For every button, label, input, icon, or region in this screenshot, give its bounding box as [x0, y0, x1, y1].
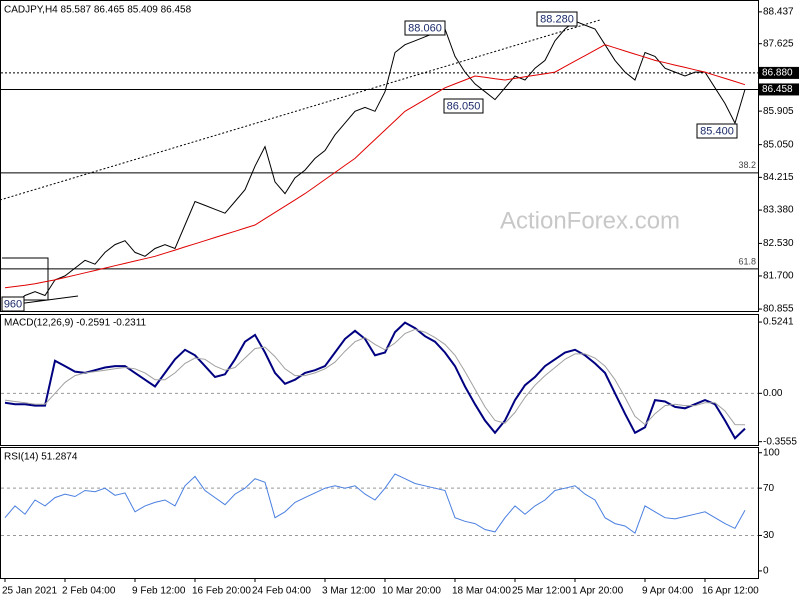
x-tick-label: 1 Apr 20:00	[572, 586, 624, 597]
x-tick-label: 24 Feb 04:00	[252, 586, 311, 597]
y-tick-label: 82.530	[763, 238, 794, 249]
annotation: 88.280	[540, 13, 574, 25]
y-tick-label: 80.855	[763, 304, 794, 315]
y-tick-label: 0.5241	[763, 317, 794, 328]
annotation: 85.400	[700, 125, 734, 137]
series-line	[4, 473, 746, 534]
price-panel	[0, 0, 759, 312]
annotation-box	[536, 11, 578, 27]
y-tick-label: 81.700	[763, 271, 794, 282]
x-tick-label: 16 Apr 12:00	[702, 586, 759, 597]
y-tick-label: 85.905	[763, 106, 794, 117]
level-label: 86.458	[762, 84, 793, 95]
level-label: 86.880	[762, 68, 793, 79]
annotation: 88.060	[408, 22, 442, 34]
level-label-box	[759, 83, 799, 96]
annotation: 86.050	[447, 100, 481, 112]
annotation: 960	[4, 298, 22, 310]
y-tick-label: 84.215	[763, 172, 794, 183]
y-tick-label: 83.380	[763, 205, 794, 216]
trend-line	[0, 19, 601, 201]
x-tick-label: 18 Mar 04:00	[452, 586, 511, 597]
y-tick-label: 88.437	[763, 7, 794, 18]
y-tick-label: 87.625	[763, 38, 794, 49]
annotation-box	[696, 123, 738, 139]
watermark: ActionForex.com	[500, 207, 680, 234]
rsi-title: RSI(14) 51.2874	[4, 452, 78, 463]
x-tick-label: 10 Mar 20:00	[382, 586, 441, 597]
y-tick-label: 0.00	[763, 388, 783, 399]
annotation-box	[404, 20, 446, 36]
level-label: 38.2	[738, 160, 756, 170]
level-label-box	[759, 66, 799, 79]
chart-title: CADJPY,H4 85.587 86.465 85.409 86.458	[4, 5, 192, 16]
y-tick-label: -0.3555	[763, 436, 797, 447]
series-line	[4, 20, 746, 304]
x-tick-label: 16 Feb 20:00	[192, 586, 251, 597]
y-tick-label: 0	[763, 566, 769, 577]
x-tick-label: 9 Apr 04:00	[642, 586, 694, 597]
series-line	[4, 44, 746, 289]
annotation-box	[443, 98, 484, 114]
x-tick-label: 25 Jan 2021	[2, 586, 57, 597]
macd-panel	[0, 314, 759, 446]
x-tick-label: 2 Feb 04:00	[62, 586, 116, 597]
level-label: 61.8	[738, 256, 756, 266]
y-tick-label: 100	[763, 447, 780, 458]
x-tick-label: 3 Mar 12:00	[322, 586, 376, 597]
macd-title: MACD(12,26,9) -0.2591 -0.2311	[4, 318, 147, 329]
annotation-box	[1, 296, 25, 312]
x-tick-label: 9 Feb 12:00	[132, 586, 186, 597]
y-tick-label: 70	[763, 483, 775, 494]
series-line	[4, 328, 746, 426]
x-tick-label: 25 Mar 12:00	[512, 586, 571, 597]
y-tick-label: 85.050	[763, 139, 794, 150]
y-tick-label: 30	[763, 530, 775, 541]
rsi-panel	[0, 447, 759, 579]
channel-box	[2, 257, 49, 301]
